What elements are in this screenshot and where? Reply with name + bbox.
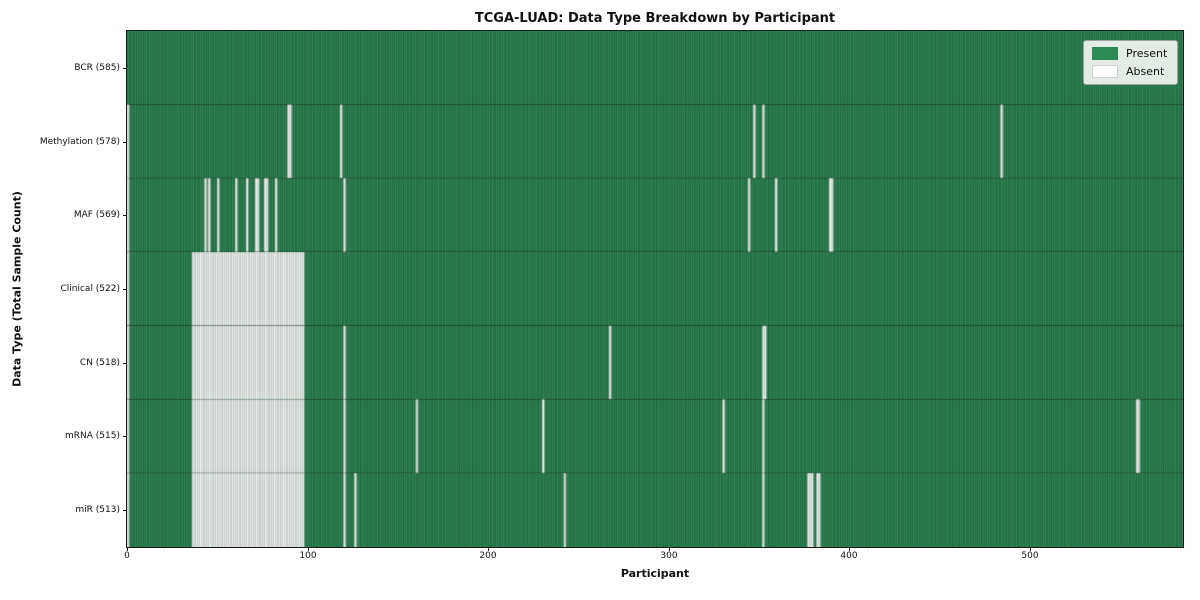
y-tick-label: miR (513): [75, 505, 120, 516]
x-tick-label: 400: [840, 551, 858, 561]
x-tick-label: 200: [479, 551, 497, 561]
x-tick-mark: [308, 547, 309, 551]
x-tick-mark: [488, 547, 489, 551]
heatmap-plot-area: [127, 31, 1183, 547]
legend: Present Absent: [1083, 40, 1179, 85]
x-axis-label: Participant: [620, 567, 690, 580]
absent-swatch-icon: [1092, 65, 1118, 78]
y-tick-mark: [123, 510, 127, 511]
y-tick-label: MAF (569): [73, 210, 120, 221]
y-tick-label: mRNA (515): [65, 431, 120, 442]
chart-title: TCGA-LUAD: Data Type Breakdown by Partic…: [474, 11, 836, 26]
y-tick-mark: [123, 142, 127, 143]
x-tick-label: 300: [660, 551, 678, 561]
legend-label: Present: [1126, 47, 1168, 60]
y-tick-mark: [123, 363, 127, 364]
legend-item-present: Present: [1092, 47, 1167, 60]
x-tick-mark: [669, 547, 670, 551]
x-tick-label: 100: [299, 551, 317, 561]
y-tick-mark: [123, 289, 127, 290]
x-tick-mark: [1030, 547, 1031, 551]
legend-item-absent: Absent: [1092, 65, 1167, 78]
x-tick-mark: [849, 547, 850, 551]
y-tick-mark: [123, 68, 127, 69]
y-tick-mark: [123, 436, 127, 437]
y-tick-label: Methylation (578): [39, 136, 120, 147]
y-tick-label: BCR (585): [74, 62, 120, 73]
legend-label: Absent: [1126, 65, 1165, 78]
y-tick-label: Clinical (522): [60, 284, 120, 294]
x-tick-mark: [127, 547, 128, 551]
present-swatch-icon: [1092, 47, 1118, 60]
y-tick-label: CN (518): [79, 357, 120, 368]
y-tick-mark: [123, 215, 127, 216]
x-tick-label: 500: [1021, 551, 1039, 561]
x-tick-label: 0: [124, 551, 130, 561]
